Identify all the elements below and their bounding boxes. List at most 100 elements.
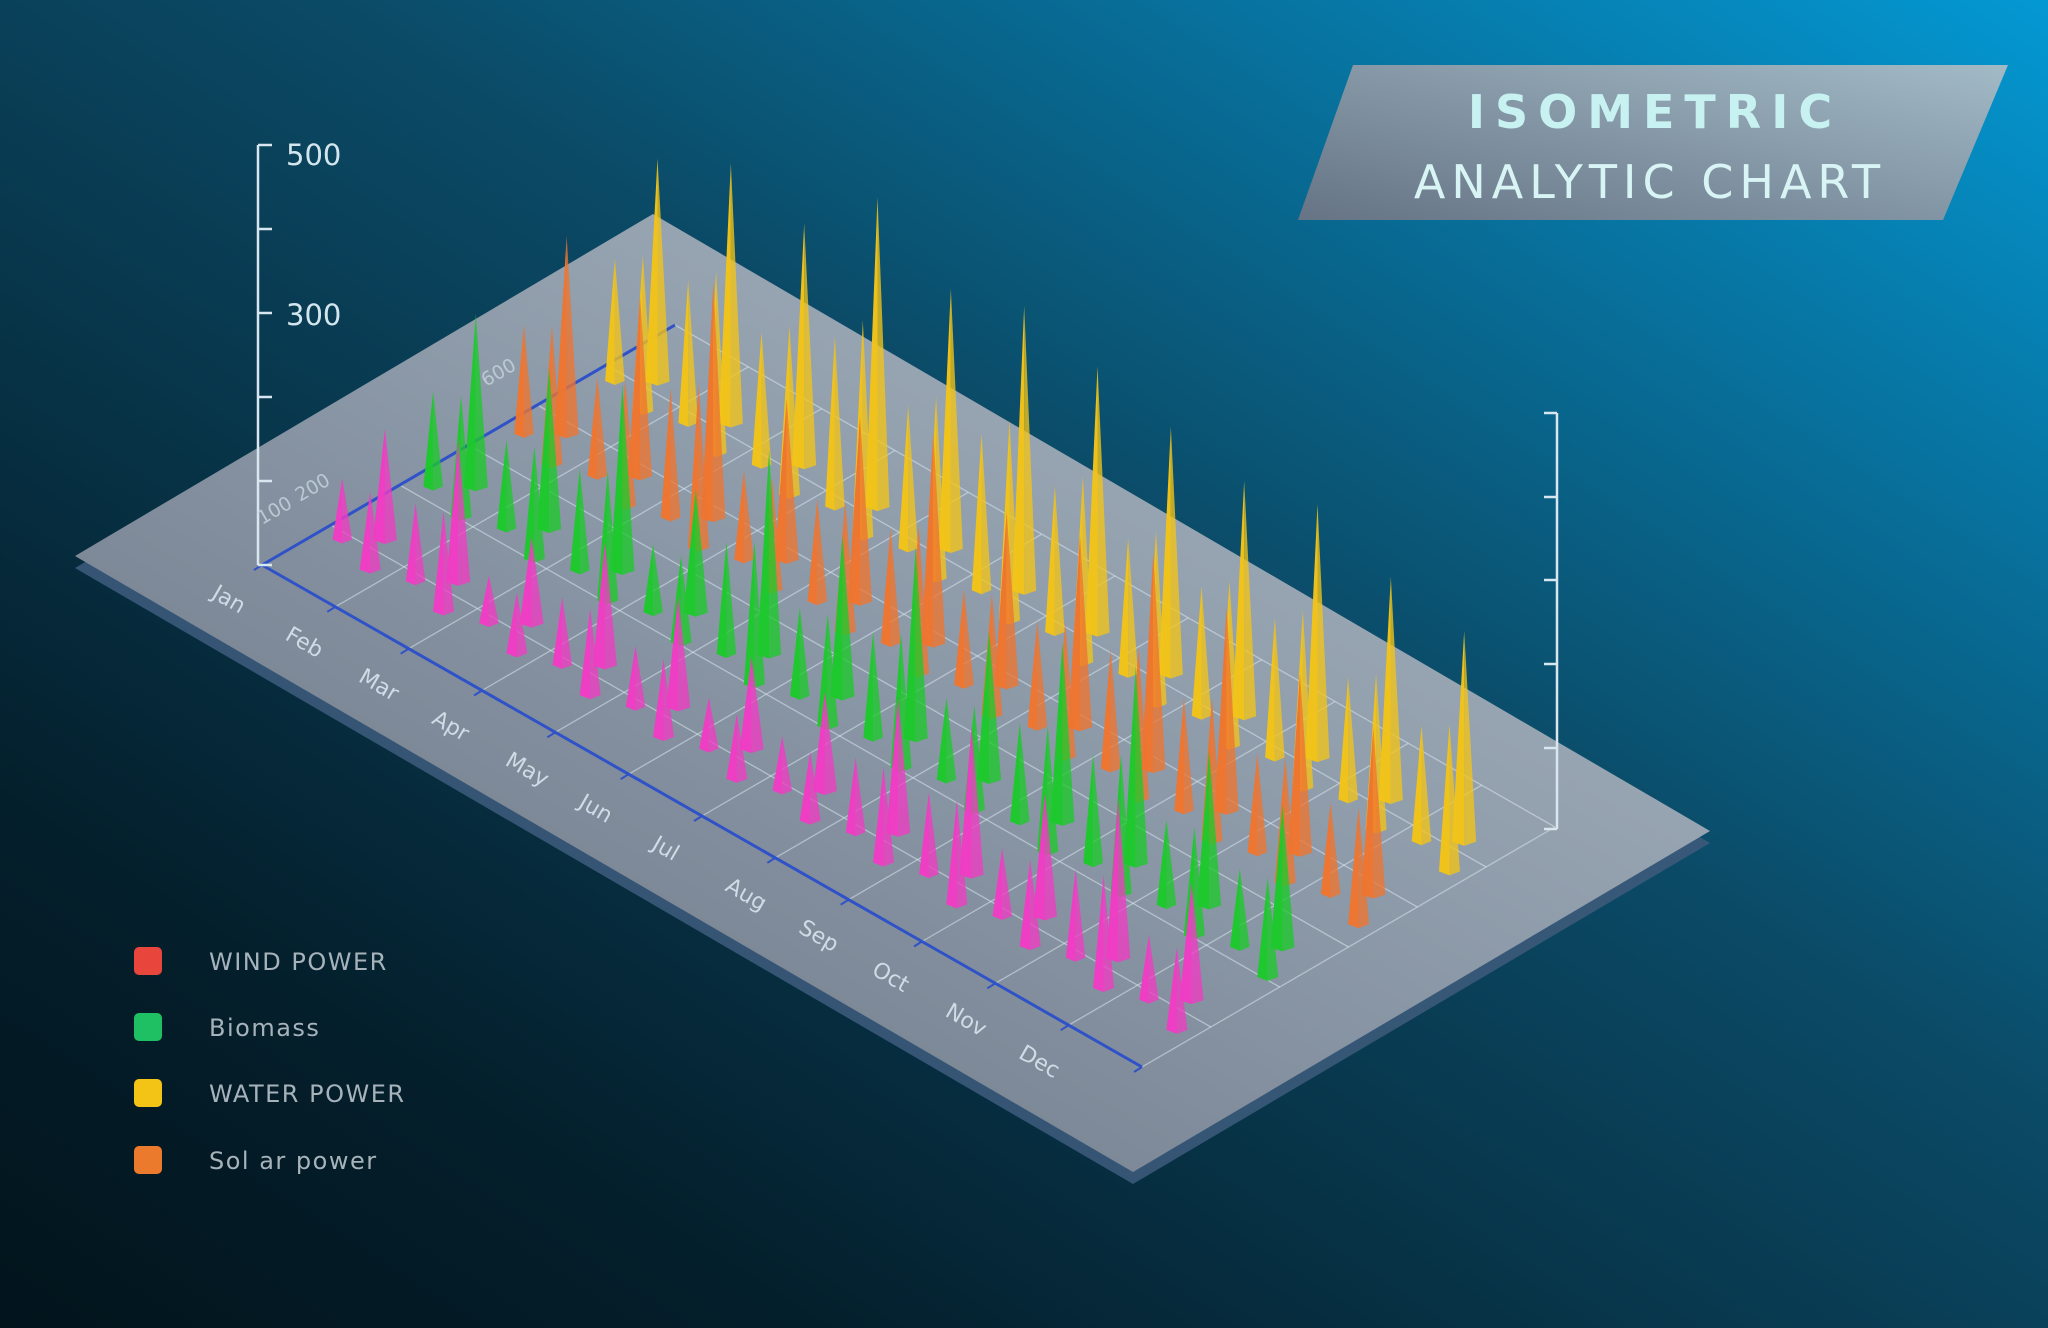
y-tick-label: 300 bbox=[286, 298, 341, 332]
spike-pink_series-2-2-right bbox=[516, 592, 528, 658]
spike-pink_series-7-0-right bbox=[855, 757, 866, 837]
spike-spike_green-11-0-left bbox=[1230, 868, 1240, 951]
legend-item-water-power: WATER POWER bbox=[134, 1079, 404, 1108]
spike-spike_green-4-2-left bbox=[743, 540, 755, 689]
spike-pink_series-11-0-left bbox=[1139, 934, 1149, 1004]
spike-pink_series-2-2-left bbox=[506, 592, 517, 658]
spike-spike_yellow-5-2-right bbox=[1009, 420, 1020, 625]
x-axis-tick bbox=[620, 773, 630, 781]
spike-spike_orange-4-0-left bbox=[807, 498, 818, 606]
spike-spike_green-9-0-right bbox=[1093, 754, 1103, 868]
spike-spike_yellow-11-0-left bbox=[1411, 725, 1422, 846]
spike-spike_yellow-0-1-left bbox=[645, 158, 658, 386]
spike-spike_yellow-0-2-right bbox=[642, 255, 654, 416]
spike-spike_green-6-2-right bbox=[901, 633, 912, 772]
spike-pink_series-2-1-right bbox=[531, 536, 544, 628]
spike-spike_yellow-4-0-right bbox=[908, 405, 918, 553]
spike-spike_yellow-1-0-left bbox=[678, 279, 689, 427]
x-axis-tick bbox=[473, 689, 483, 697]
spike-spike_orange-5-0-right bbox=[890, 527, 901, 648]
spike-spike_yellow-10-1-right bbox=[1390, 576, 1403, 804]
spike-spike_yellow-0-0-left bbox=[605, 258, 615, 386]
spike-pink_series-2-1-left bbox=[519, 536, 532, 628]
spike-spike_yellow-11-0-right bbox=[1421, 725, 1432, 846]
spike-pink_series-6-2-left bbox=[799, 751, 811, 825]
spike-spike_green-7-1-right bbox=[989, 631, 1002, 785]
spike-spike_yellow-3-2-right bbox=[862, 319, 874, 541]
spike-spike_orange-8-1-left bbox=[1141, 552, 1154, 774]
spike-spike_green-11-1-right bbox=[1282, 804, 1295, 952]
spike-spike_green-3-0-right bbox=[653, 543, 663, 617]
spike-pink_series-1-2-left bbox=[433, 511, 444, 616]
x-axis-tick bbox=[840, 898, 850, 906]
spike-pink_series-3-1-right bbox=[604, 541, 617, 670]
spike-spike_green-2-1-right bbox=[622, 384, 635, 575]
spike-spike_green-7-1-left bbox=[977, 631, 990, 785]
spike-spike_green-1-2-right bbox=[534, 445, 545, 563]
spike-spike_orange-8-1-right bbox=[1153, 552, 1166, 774]
spike-spike_yellow-5-1-left bbox=[1012, 305, 1025, 595]
spike-spike_yellow-3-1-left bbox=[865, 197, 878, 512]
spike-spike_yellow-6-1-left bbox=[1085, 366, 1098, 637]
grid-line-depth-2 bbox=[399, 484, 1280, 988]
spike-pink_series-4-1-right bbox=[678, 595, 691, 712]
spike-spike_yellow-7-0-left bbox=[1118, 537, 1129, 678]
spike-spike_orange-7-1-right bbox=[1079, 535, 1092, 732]
spike-spike_orange-3-0-left bbox=[734, 470, 745, 564]
spike-spike_green-4-1-right bbox=[769, 449, 782, 659]
spike-pink_series-4-2-left bbox=[653, 658, 664, 741]
spike-spike_green-10-1-left bbox=[1197, 750, 1210, 910]
spike-pink_series-5-0-right bbox=[708, 697, 719, 753]
x-axis-tick bbox=[766, 856, 776, 864]
spike-pink_series-7-1-left bbox=[886, 696, 899, 837]
spike-spike_green-2-1-left bbox=[610, 384, 623, 575]
spike-pink_series-11-1-right bbox=[1191, 882, 1204, 1005]
spike-spike_green-8-1-left bbox=[1050, 642, 1063, 826]
spike-pink_series-4-1-left bbox=[666, 595, 679, 712]
spike-pink_series-8-2-right bbox=[956, 800, 968, 909]
chart-title-line-2: ANALYTIC CHART bbox=[1414, 155, 1886, 209]
spike-pink_series-3-0-right bbox=[562, 596, 573, 669]
x-axis-tick bbox=[1060, 1024, 1070, 1032]
spike-pink_series-9-0-left bbox=[992, 847, 1003, 920]
x-axis-tick bbox=[400, 647, 410, 655]
spike-spike_green-0-2-right bbox=[461, 395, 472, 521]
legend-swatch-solar-power bbox=[134, 1146, 162, 1174]
spike-spike_yellow-2-0-right bbox=[761, 331, 772, 469]
legend-swatch-wind-power bbox=[134, 947, 162, 975]
spike-spike_orange-1-0-left bbox=[587, 376, 598, 480]
legend: WIND POWER Biomass WATER POWER Sol ar po… bbox=[134, 947, 404, 1175]
spike-pink_series-5-0-left bbox=[699, 697, 709, 753]
spike-spike_yellow-2-1-left bbox=[792, 223, 805, 470]
spike-spike_orange-9-1-left bbox=[1214, 606, 1227, 815]
spike-spike_orange-5-1-right bbox=[933, 432, 946, 648]
spike-spike_orange-9-2-right bbox=[1211, 697, 1223, 845]
spike-spike_orange-0-1-right bbox=[566, 236, 579, 439]
spike-spike_orange-3-0-right bbox=[744, 470, 754, 564]
spike-spike_yellow-7-1-right bbox=[1170, 426, 1183, 679]
spike-pink_series-4-0-right bbox=[635, 645, 646, 711]
spike-pink_series-6-2-right bbox=[810, 751, 821, 825]
spike-spike_orange-6-2-right bbox=[991, 593, 1003, 720]
spike-spike_yellow-9-1-right bbox=[1317, 503, 1330, 763]
spike-spike_yellow-9-0-left bbox=[1265, 617, 1275, 762]
spike-pink_series-9-2-right bbox=[1030, 859, 1041, 951]
spike-spike_green-5-0-right bbox=[799, 607, 810, 700]
spike-pink_series-10-1-left bbox=[1106, 797, 1119, 963]
spike-spike_yellow-0-1-right bbox=[657, 158, 670, 386]
spike-spike_yellow-1-1-right bbox=[730, 163, 743, 428]
spike-spike_orange-4-1-right bbox=[859, 415, 872, 606]
spike-spike_orange-0-1-left bbox=[554, 236, 567, 439]
spike-spike_green-9-0-left bbox=[1083, 754, 1094, 868]
spike-spike_yellow-5-0-right bbox=[981, 433, 992, 595]
spike-spike_green-6-0-right bbox=[873, 631, 883, 742]
spike-pink_series-4-0-left bbox=[625, 645, 636, 711]
spike-spike_green-6-1-left bbox=[903, 546, 916, 743]
spike-spike_green-7-2-right bbox=[974, 705, 985, 814]
spike-spike_green-1-2-left bbox=[523, 445, 535, 563]
spike-spike_green-3-0-left bbox=[643, 543, 654, 617]
spike-spike_green-10-1-right bbox=[1209, 750, 1222, 910]
spike-spike_yellow-8-0-right bbox=[1201, 586, 1212, 720]
spike-spike_green-0-1-left bbox=[463, 313, 476, 492]
spike-spike_orange-11-2-right bbox=[1358, 807, 1370, 929]
